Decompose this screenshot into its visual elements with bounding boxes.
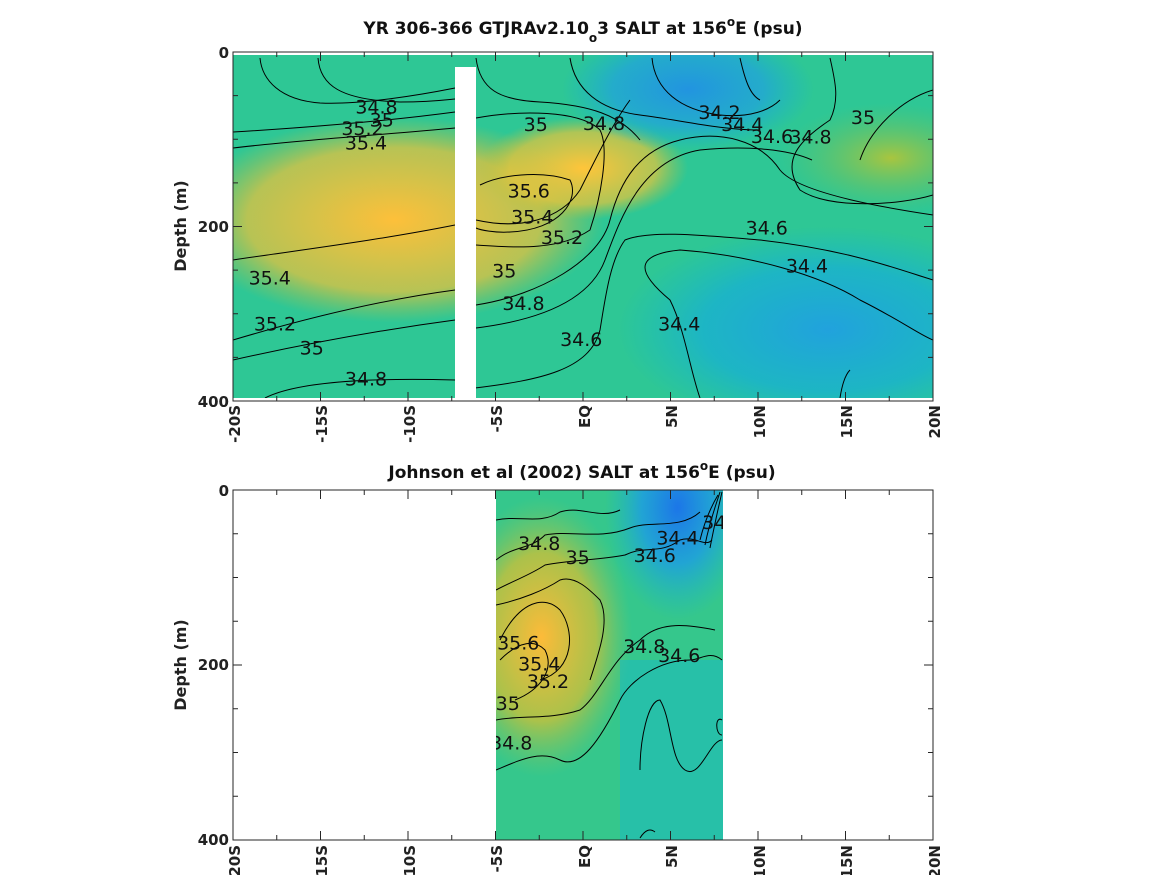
top-contour-label: 35.4 xyxy=(249,267,291,289)
top-contour-label: 34.8 xyxy=(789,127,831,149)
bottom-ytick-label: 0 xyxy=(219,482,229,500)
bottom-xtick-label: 15N xyxy=(838,845,856,875)
top-contour-label: 34.8 xyxy=(345,368,387,390)
top-xtick-label: 20N xyxy=(926,405,944,438)
bottom-contour-label: 34.8 xyxy=(518,533,560,555)
top-xtick-label: -5S xyxy=(488,405,506,432)
top-contour-label: 34.8 xyxy=(583,113,625,135)
bottom-contour-lines xyxy=(496,491,723,839)
bottom-xtick-label: -20S xyxy=(226,845,244,875)
bottom-contour-label: 34.8 xyxy=(623,636,665,658)
bottom-contour-label: 35.4 xyxy=(518,654,560,676)
bottom-xtick-label: 10N xyxy=(751,845,769,875)
top-contour-label: 34.4 xyxy=(721,114,763,136)
top-contour-label: 35 xyxy=(300,338,324,360)
bottom-xtick-label: 20N xyxy=(926,845,944,875)
top-contour-label: 35.4 xyxy=(345,133,387,155)
top-contour-label: 35 xyxy=(370,110,394,132)
bottom-contour-label: 35.6 xyxy=(497,633,539,655)
top-tick-marks xyxy=(232,51,934,402)
top-contour-label: 35 xyxy=(524,114,548,136)
bottom-panel: Johnson et al (2002) SALT at 156oE (psu) xyxy=(171,459,944,875)
top-xtick-label: EQ xyxy=(576,405,594,428)
top-ytick-label: 200 xyxy=(198,218,229,236)
bottom-xtick-label: -10S xyxy=(401,845,419,875)
top-contour-label: 34.6 xyxy=(746,218,788,240)
bottom-contour-label: 35 xyxy=(496,693,520,715)
bottom-heatmap: 34.83534.434.63435.635.435.23534.834.634… xyxy=(490,490,726,840)
top-contour-label: 34.2 xyxy=(698,102,740,124)
bottom-xtick-label: EQ xyxy=(576,845,594,868)
top-xtick-label: 10N xyxy=(751,405,769,438)
bottom-contour-label: 34.4 xyxy=(656,528,698,550)
bottom-contour-label: 34.8 xyxy=(490,732,532,754)
bottom-contour-label: 34 xyxy=(702,512,726,534)
bottom-contour-label: 34.6 xyxy=(658,645,700,667)
top-xtick-label: 5N xyxy=(663,405,681,428)
top-contour-label: 34.8 xyxy=(355,97,397,119)
top-contour-label: 34.6 xyxy=(560,329,602,351)
bottom-xtick-label: -15S xyxy=(313,845,331,875)
top-xtick-label: -15S xyxy=(313,405,331,443)
top-contour-label: 35.2 xyxy=(541,227,583,249)
top-panel: YR 306-366 GTJRAv2.10o3 SALT at 156oE (p… xyxy=(171,15,944,443)
bottom-ytick-label: 200 xyxy=(198,656,229,674)
bottom-contour-label: 35.2 xyxy=(527,671,569,693)
bottom-xtick-label: -5S xyxy=(488,845,506,872)
bottom-contour-labels: 34.83534.434.63435.635.435.23534.834.634… xyxy=(490,512,726,755)
top-y-axis-label: Depth (m) xyxy=(171,180,190,272)
top-title: YR 306-366 GTJRAv2.10o3 SALT at 156oE (p… xyxy=(362,15,802,45)
top-mask-column xyxy=(455,67,476,398)
top-contour-label: 34.6 xyxy=(751,126,793,148)
bottom-contour-label: 34.6 xyxy=(634,545,676,567)
top-contour-label: 35 xyxy=(492,260,516,282)
bottom-y-axis-label: Depth (m) xyxy=(171,619,190,711)
bottom-ytick-label: 400 xyxy=(198,831,229,849)
top-xtick-label: -10S xyxy=(401,405,419,443)
top-contour-lines xyxy=(233,57,933,398)
top-ytick-label: 0 xyxy=(219,44,229,62)
bottom-tick-marks xyxy=(232,489,934,841)
top-contour-label: 35 xyxy=(851,107,875,129)
top-contour-label: 34.4 xyxy=(786,255,828,277)
top-contour-label: 35.4 xyxy=(511,206,553,228)
top-xtick-label: -20S xyxy=(226,405,244,443)
top-xtick-label: 15N xyxy=(838,405,856,438)
bottom-xtick-label: 5N xyxy=(663,845,681,868)
top-contour-label: 34.4 xyxy=(658,314,700,336)
top-contour-label: 34.8 xyxy=(502,293,544,315)
top-contour-label: 35.2 xyxy=(254,314,296,336)
top-ytick-label: 400 xyxy=(198,393,229,411)
top-contour-label: 35.6 xyxy=(508,181,550,203)
bottom-title: Johnson et al (2002) SALT at 156oE (psu) xyxy=(387,459,775,483)
top-contour-label: 35.2 xyxy=(341,118,383,140)
bottom-contour-label: 35 xyxy=(566,547,590,569)
